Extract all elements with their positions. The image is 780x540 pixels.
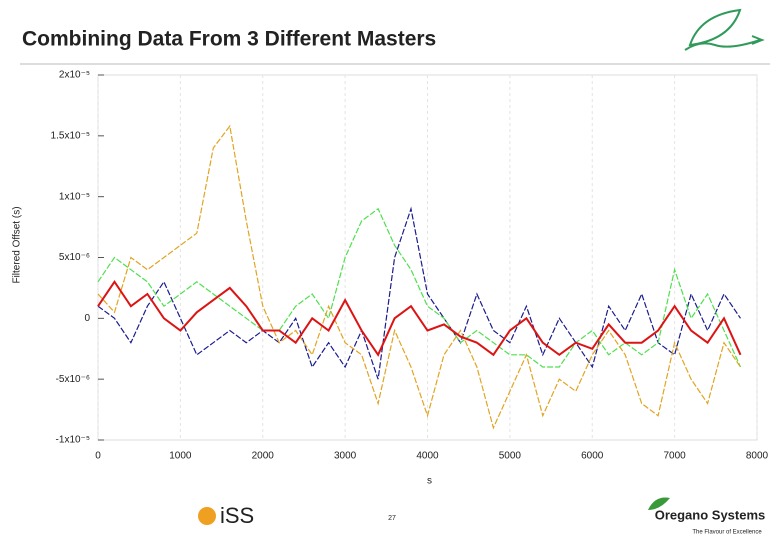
y-tick-label: 5x10⁻⁶ bbox=[59, 252, 90, 263]
series-line bbox=[97, 207, 742, 368]
x-tick-label: 4000 bbox=[416, 451, 439, 462]
x-tick-label: 2000 bbox=[252, 451, 275, 462]
top-logo bbox=[684, 8, 765, 51]
x-tick-label: 7000 bbox=[664, 451, 687, 462]
page-number: 27 bbox=[388, 515, 396, 522]
left-logo: iSS bbox=[198, 503, 254, 528]
left-logo-text: iSS bbox=[220, 503, 254, 528]
series-line bbox=[97, 206, 741, 380]
x-tick-label: 1000 bbox=[169, 451, 192, 462]
series-line bbox=[97, 124, 741, 430]
x-tick-label: 0 bbox=[95, 451, 101, 462]
company-name: Oregano Systems bbox=[655, 507, 766, 522]
y-tick-label: 1x10⁻⁵ bbox=[59, 191, 90, 202]
company-tagline: The Flavour of Excellence bbox=[692, 530, 762, 536]
series-line bbox=[97, 280, 742, 357]
logo-icon bbox=[198, 507, 216, 525]
x-tick-label: 3000 bbox=[334, 451, 357, 462]
y-tick-label: 0 bbox=[84, 313, 90, 324]
y-tick-label: -1x10⁻⁵ bbox=[56, 435, 90, 446]
y-tick-label: -5x10⁻⁶ bbox=[56, 374, 90, 385]
x-tick-label: 5000 bbox=[499, 451, 522, 462]
y-axis-label: Filtered Offset (s) bbox=[12, 206, 23, 283]
x-tick-label: 6000 bbox=[581, 451, 604, 462]
chart-title: Combining Data From 3 Different Masters bbox=[22, 28, 436, 51]
y-tick-label: 1.5x10⁻⁵ bbox=[51, 130, 90, 141]
x-axis-label: s bbox=[427, 476, 432, 487]
x-tick-label: 8000 bbox=[746, 451, 769, 462]
company-leaf bbox=[648, 497, 670, 510]
y-tick-label: 2x10⁻⁵ bbox=[59, 70, 90, 81]
